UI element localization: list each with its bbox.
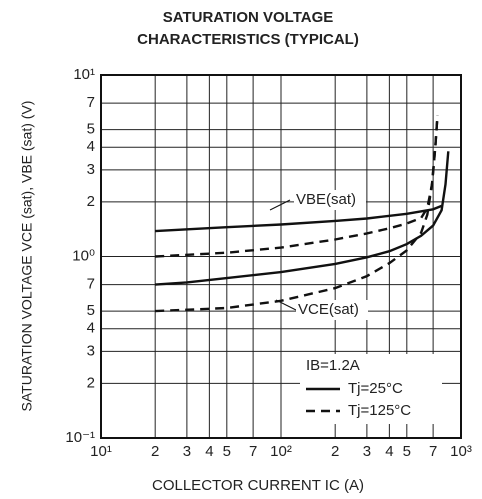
x-tick-label: 10¹ bbox=[90, 443, 112, 460]
y-tick-label: 4 bbox=[87, 138, 95, 155]
y-tick-label: 7 bbox=[87, 276, 95, 293]
chart-title: SATURATION VOLTAGE bbox=[163, 9, 334, 26]
y-tick-label: 7 bbox=[87, 94, 95, 111]
y-tick-label: 10⁻¹ bbox=[65, 429, 95, 446]
data-line bbox=[155, 204, 443, 233]
data-line bbox=[155, 115, 439, 258]
x-tick-label: 10³ bbox=[450, 443, 472, 460]
x-tick-label: 5 bbox=[403, 443, 411, 460]
x-tick-label: 3 bbox=[363, 443, 371, 460]
y-tick-label: 2 bbox=[87, 374, 95, 391]
y-tick-label: 4 bbox=[87, 320, 95, 337]
curve-label: VBE(sat) bbox=[296, 191, 356, 208]
y-tick-label: 2 bbox=[87, 193, 95, 210]
leader-line bbox=[269, 199, 291, 211]
y-tick-label: 10¹ bbox=[73, 66, 95, 83]
x-tick-label: 7 bbox=[429, 443, 437, 460]
x-tick-label: 10² bbox=[270, 443, 292, 460]
x-tick-label: 2 bbox=[331, 443, 339, 460]
y-tick-label: 5 bbox=[87, 302, 95, 319]
x-axis-label: COLLECTOR CURRENT IC (A) bbox=[152, 477, 364, 494]
curve-label: VCE(sat) bbox=[298, 301, 359, 318]
x-tick-label: 2 bbox=[151, 443, 159, 460]
y-tick-label: 5 bbox=[87, 121, 95, 138]
y-tick-label: 3 bbox=[87, 342, 95, 359]
x-tick-label: 4 bbox=[385, 443, 393, 460]
plot-frame bbox=[100, 74, 462, 439]
label-bg bbox=[294, 190, 366, 210]
y-axis-label: SATURATION VOLTAGE VCE (sat), VBE (sat) … bbox=[19, 101, 35, 412]
chart-title: CHARACTERISTICS (TYPICAL) bbox=[137, 31, 359, 48]
x-tick-label: 4 bbox=[205, 443, 213, 460]
x-tick-label: 7 bbox=[249, 443, 257, 460]
data-line bbox=[155, 151, 450, 286]
legend-label: Tj=125°C bbox=[348, 402, 411, 419]
y-tick-label: 3 bbox=[87, 161, 95, 178]
y-tick-label: 10⁰ bbox=[72, 247, 95, 264]
x-tick-label: 5 bbox=[223, 443, 231, 460]
x-tick-label: 3 bbox=[183, 443, 191, 460]
label-bg bbox=[296, 300, 368, 320]
legend-title: IB=1.2A bbox=[306, 357, 360, 374]
legend-label: Tj=25°C bbox=[348, 380, 403, 397]
